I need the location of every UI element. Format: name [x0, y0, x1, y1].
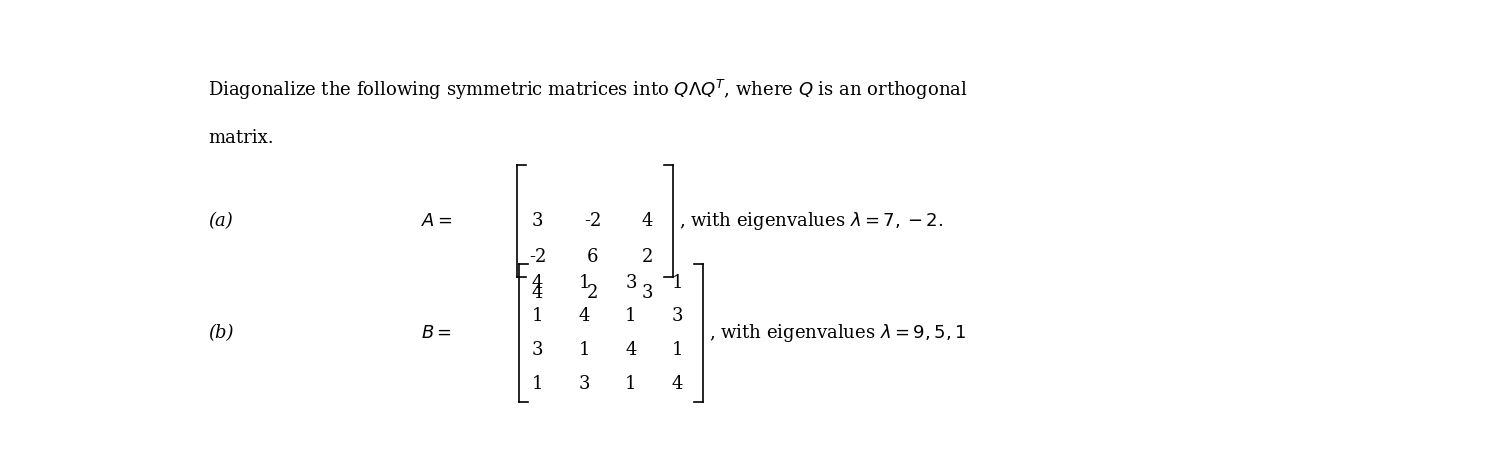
Text: 4: 4	[579, 307, 590, 325]
Text: 4: 4	[642, 212, 653, 230]
Text: 3: 3	[579, 375, 590, 393]
Text: 3: 3	[642, 284, 653, 302]
Text: , with eigenvalues $\lambda = 7, -2$.: , with eigenvalues $\lambda = 7, -2$.	[678, 210, 943, 232]
Text: -2: -2	[529, 248, 546, 266]
Text: 2: 2	[587, 284, 599, 302]
Text: 1: 1	[626, 307, 636, 325]
Text: 1: 1	[672, 274, 683, 292]
Text: 1: 1	[579, 274, 590, 292]
Text: 2: 2	[642, 248, 653, 266]
Text: 3: 3	[672, 307, 683, 325]
Text: $A =$: $A =$	[421, 212, 453, 230]
Text: (b): (b)	[208, 324, 233, 342]
Text: , with eigenvalues $\lambda = 9, 5, 1$: , with eigenvalues $\lambda = 9, 5, 1$	[708, 322, 966, 344]
Text: -2: -2	[584, 212, 602, 230]
Text: 1: 1	[532, 307, 543, 325]
Text: 3: 3	[532, 212, 543, 230]
Text: matrix.: matrix.	[208, 129, 274, 147]
Text: $B =$: $B =$	[421, 324, 453, 342]
Text: 1: 1	[672, 341, 683, 359]
Text: 4: 4	[626, 341, 636, 359]
Text: 1: 1	[626, 375, 636, 393]
Text: 4: 4	[532, 274, 543, 292]
Text: 1: 1	[532, 375, 543, 393]
Text: 3: 3	[626, 274, 636, 292]
Text: 4: 4	[672, 375, 683, 393]
Text: Diagonalize the following symmetric matrices into $Q\Lambda Q^T$, where $Q$ is a: Diagonalize the following symmetric matr…	[208, 78, 967, 102]
Text: 4: 4	[532, 284, 543, 302]
Text: 3: 3	[532, 341, 543, 359]
Text: (a): (a)	[208, 212, 233, 230]
Text: 1: 1	[579, 341, 590, 359]
Text: 6: 6	[587, 248, 599, 266]
